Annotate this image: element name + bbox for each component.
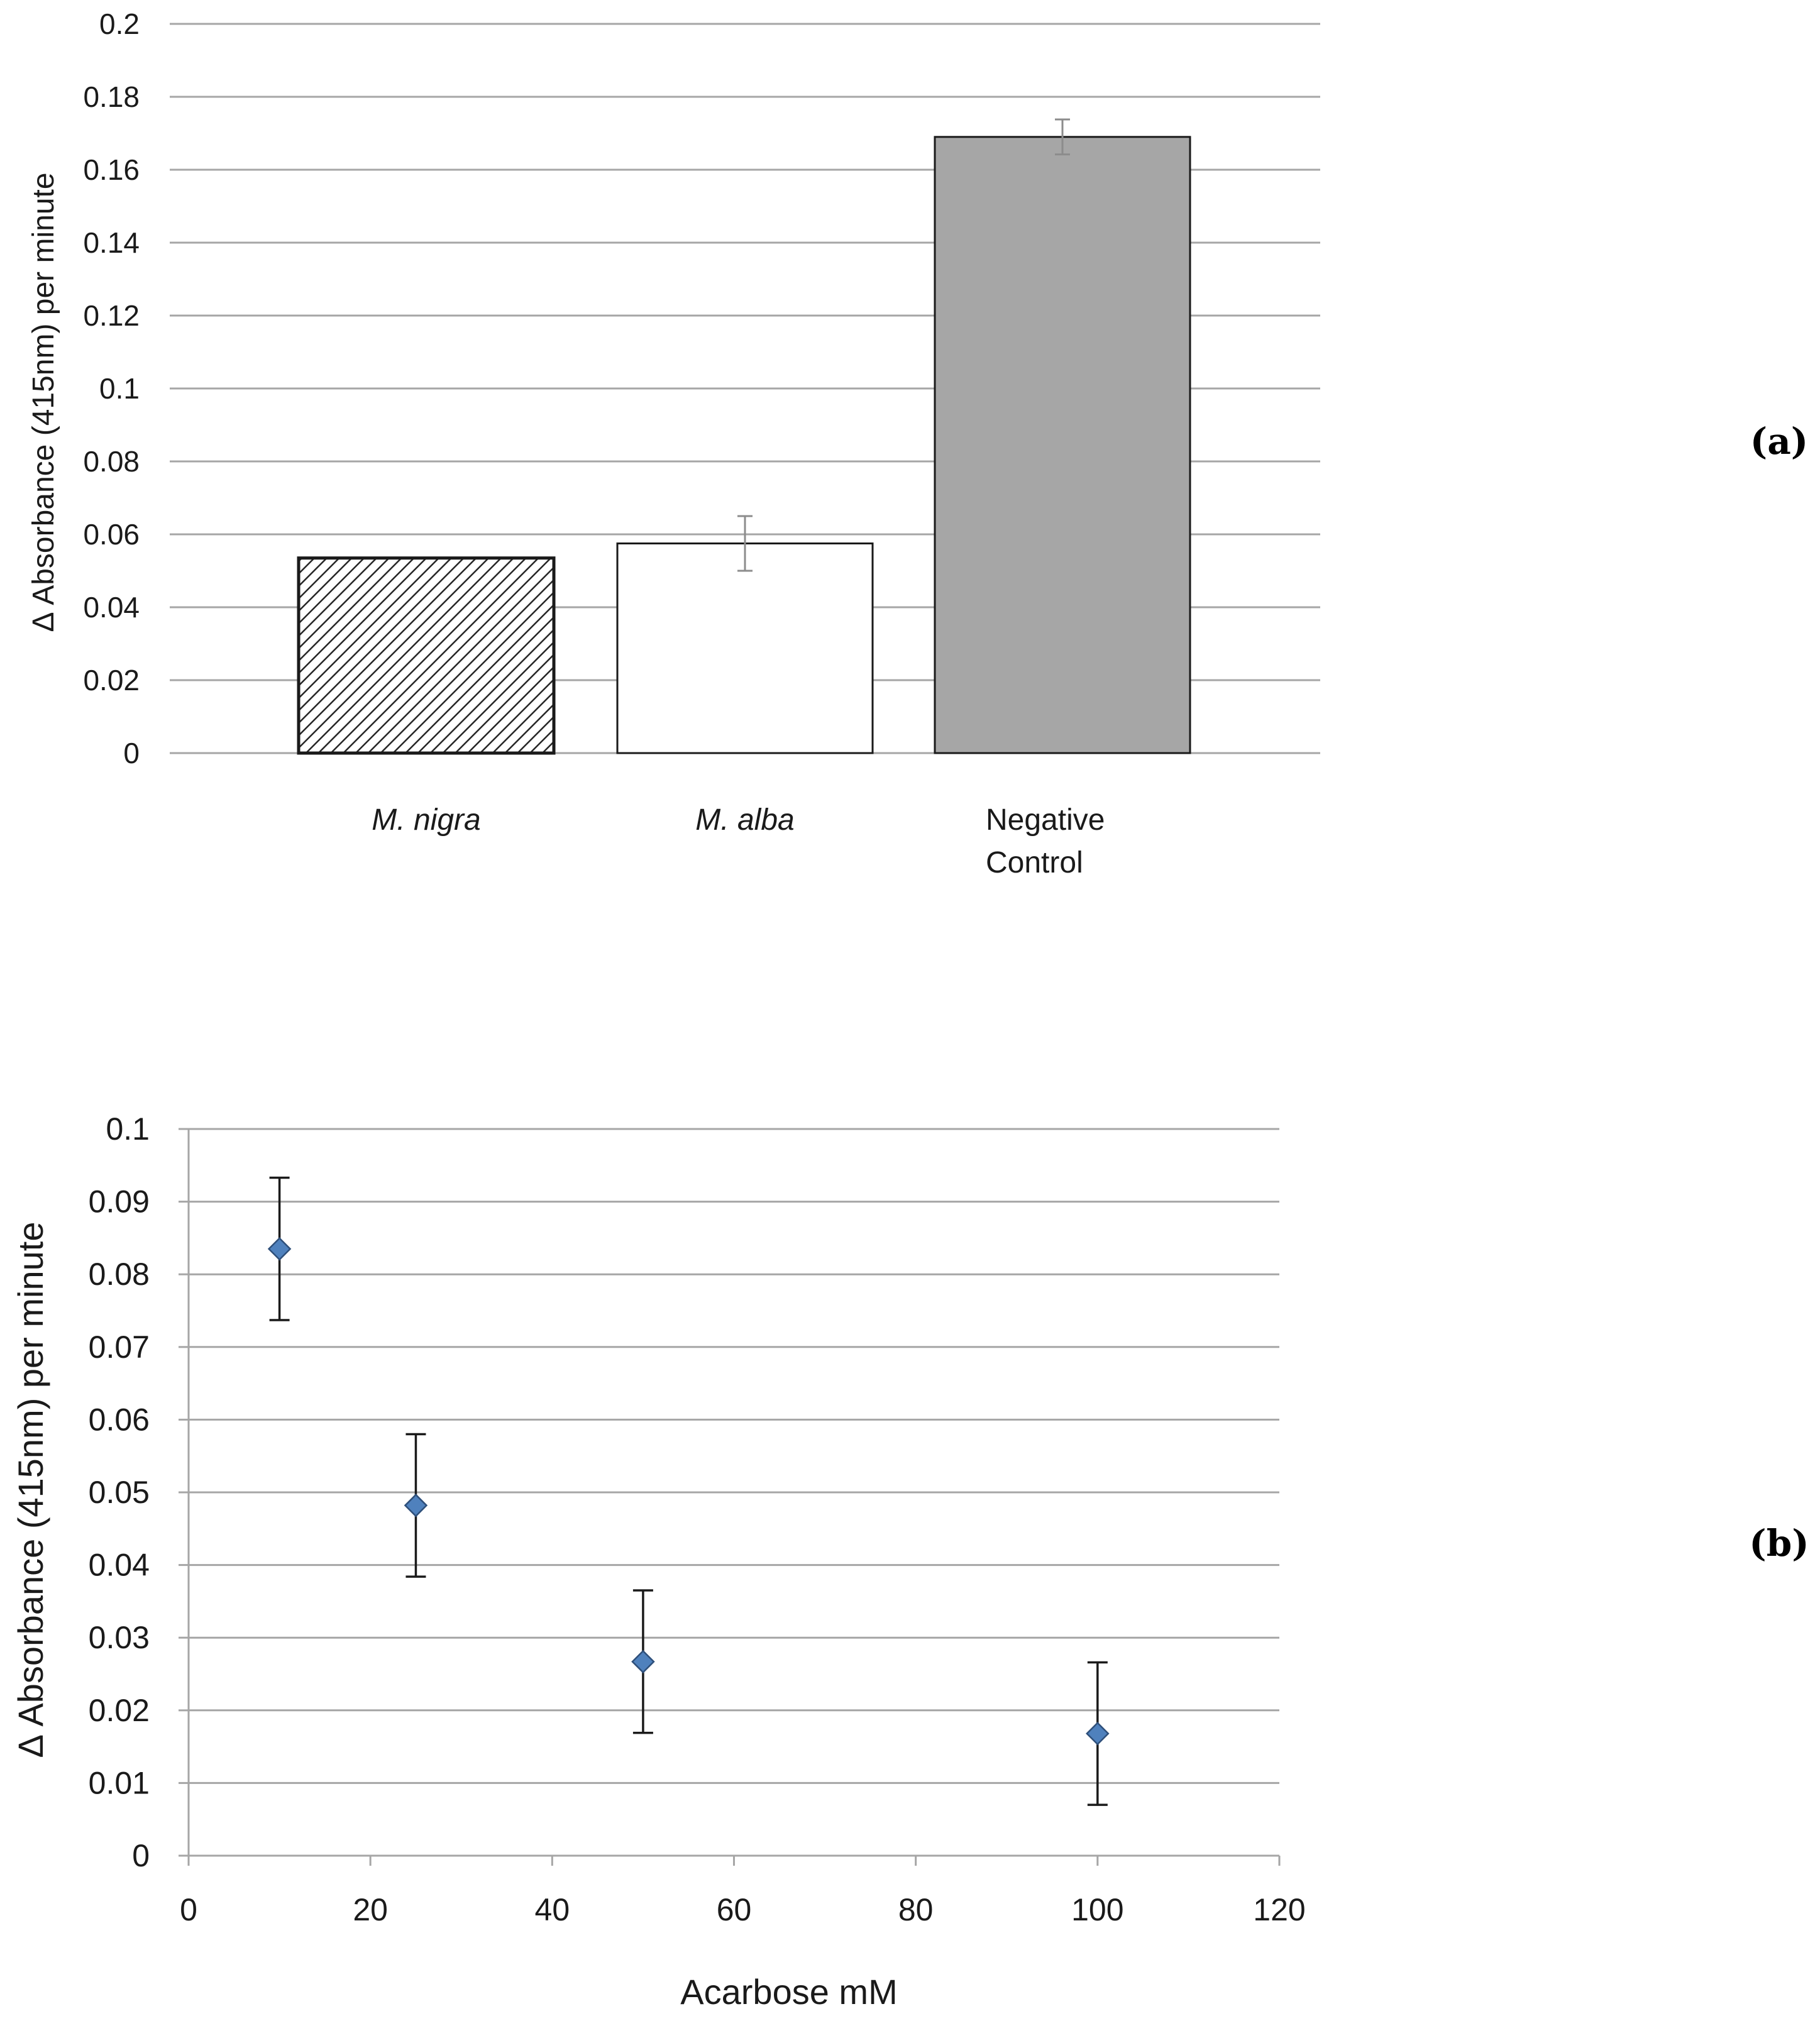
- y-tick-label: 0.12: [83, 299, 140, 332]
- y-tick-label: 0.2: [99, 8, 140, 40]
- data-point: [631, 1649, 655, 1674]
- y-tick-label: 0.08: [83, 445, 140, 478]
- x-category-label: Negative: [986, 803, 1105, 837]
- data-point: [1086, 1722, 1110, 1746]
- panel-label-b: (b): [1749, 1522, 1809, 1565]
- y-tick-label: 0.01: [89, 1765, 150, 1800]
- x-tick-label: 100: [1071, 1892, 1123, 1927]
- x-tick-label: 20: [353, 1892, 388, 1927]
- y-tick-label: 0.04: [83, 591, 140, 624]
- bar: [934, 136, 1191, 754]
- y-tick-label: 0.08: [89, 1257, 150, 1292]
- y-tick-label: 0.1: [106, 1111, 150, 1147]
- x-category-label: M. nigra: [372, 803, 480, 837]
- x-tick-label: 120: [1253, 1892, 1305, 1927]
- bar: [297, 556, 556, 755]
- chart-b: 0 0.01 0.02 0.03 0.04 0.05 0.06 0.07 0.08 0.09 0.1…: [11, 1111, 1809, 2012]
- y-tick-label: 0.02: [83, 664, 140, 697]
- data-point: [267, 1236, 292, 1261]
- y-tick-label: 0.06: [89, 1402, 150, 1437]
- y-tick-label: 0: [123, 737, 140, 769]
- x-axis-title: Acarbose mM: [680, 1972, 897, 2012]
- y-tick-label: 0.06: [83, 518, 140, 551]
- y-tick-label: 0.05: [89, 1475, 150, 1510]
- data-point: [404, 1494, 428, 1517]
- bar: [616, 542, 874, 754]
- x-tick-label: 60: [717, 1892, 752, 1927]
- y-tick-label: 0.02: [89, 1693, 150, 1728]
- y-axis-title: Δ Absorbance (415nm) per minute: [11, 1222, 50, 1758]
- panel-label-a: (a): [1750, 420, 1808, 463]
- x-tick-label: 40: [535, 1892, 570, 1927]
- x-category-label: M. alba: [695, 803, 794, 837]
- y-axis-title: Δ Absorbance (415nm) per minute: [27, 172, 60, 632]
- y-tick-label: 0.1: [99, 372, 140, 405]
- chart-a: 0 0.02 0.04 0.06 0.08 0.1 0.12 0.14 0.16 0.18 0.2 M…: [27, 8, 1808, 879]
- y-tick-label: 0.16: [83, 153, 140, 186]
- y-tick-label: 0.09: [89, 1184, 150, 1220]
- y-tick-label: 0.07: [89, 1330, 150, 1365]
- y-tick-label: 0.14: [83, 226, 140, 259]
- y-tick-label: 0.04: [89, 1548, 150, 1583]
- x-tick-label: 0: [180, 1892, 197, 1927]
- x-tick-label: 80: [898, 1892, 934, 1927]
- x-category-label: Control: [986, 846, 1083, 879]
- y-tick-label: 0.18: [83, 80, 140, 113]
- y-tick-label: 0: [132, 1838, 150, 1873]
- y-tick-label: 0.03: [89, 1620, 150, 1655]
